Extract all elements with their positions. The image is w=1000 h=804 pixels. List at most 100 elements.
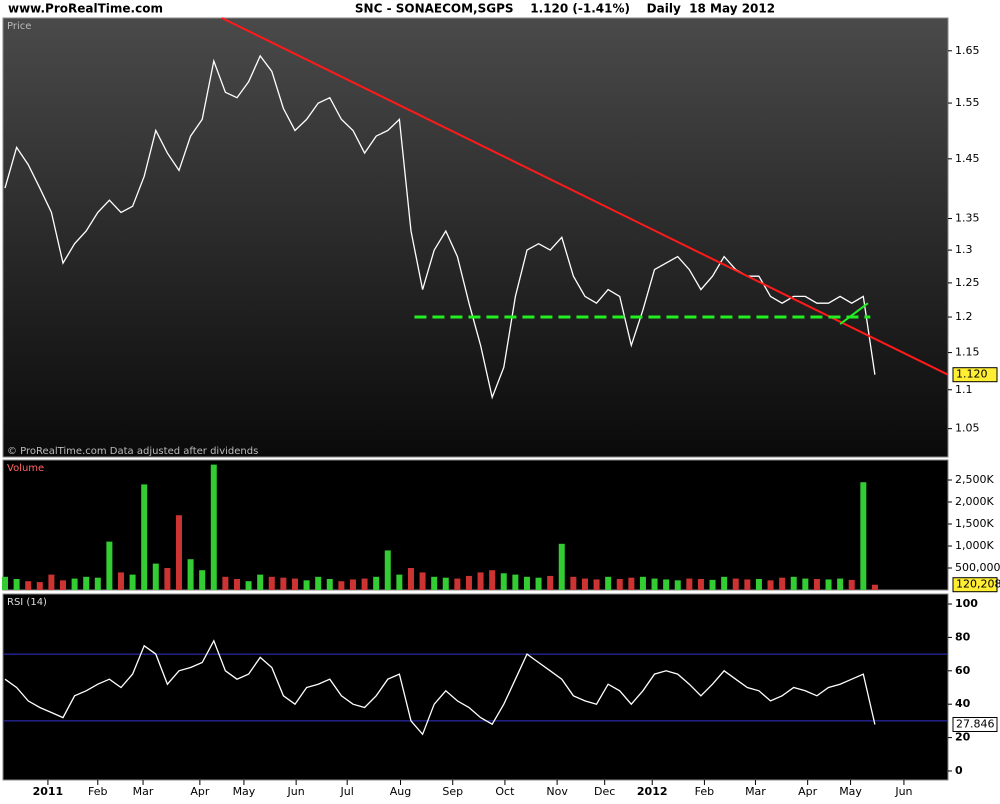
x-tick-label: May <box>233 785 256 798</box>
volume-bar <box>13 579 20 590</box>
volume-bar <box>523 576 530 590</box>
price-panel <box>2 17 949 458</box>
volume-bar <box>767 580 774 590</box>
y-tick-label: 1.05 <box>955 422 980 435</box>
volume-bar <box>164 568 171 590</box>
volume-bar <box>779 577 786 590</box>
volume-bar <box>755 579 762 590</box>
x-tick-label: Feb <box>695 785 714 798</box>
last-value-label: 27.846 <box>956 717 995 730</box>
volume-bar <box>187 559 194 590</box>
y-tick-label: 0 <box>955 764 963 777</box>
volume-bar <box>848 579 855 590</box>
volume-bar <box>605 576 612 590</box>
volume-bar <box>338 581 345 590</box>
volume-bar <box>25 581 32 590</box>
volume-bar <box>860 482 867 590</box>
rsi-panel <box>2 593 949 781</box>
x-tick-label: Aug <box>390 785 411 798</box>
volume-bar <box>257 574 264 590</box>
volume-bar <box>361 578 368 590</box>
volume-bar <box>837 578 844 590</box>
volume-bar <box>477 572 484 590</box>
x-tick-label: Apr <box>798 785 818 798</box>
volume-bar <box>535 577 542 590</box>
volume-bar <box>790 576 797 590</box>
volume-bar <box>407 568 414 590</box>
volume-bar <box>210 464 217 590</box>
y-tick-label: 1.45 <box>955 152 980 165</box>
volume-bar <box>396 574 403 590</box>
y-tick-label: 1.55 <box>955 96 980 109</box>
volume-panel <box>2 459 949 591</box>
x-tick-label: Apr <box>190 785 210 798</box>
last-value-label: 1.120 <box>956 368 988 381</box>
volume-bar <box>36 582 43 590</box>
y-tick-label: 100 <box>955 597 978 610</box>
volume-bar <box>500 573 507 590</box>
volume-bar <box>233 579 240 590</box>
y-tick-label: 1,500K <box>955 517 994 530</box>
x-tick-label: Oct <box>495 785 515 798</box>
x-tick-label: Jun <box>287 785 305 798</box>
volume-bar <box>465 575 472 590</box>
volume-bar <box>83 576 90 590</box>
y-tick-label: 20 <box>955 731 971 744</box>
volume-bar <box>175 515 182 590</box>
volume-bar <box>663 579 670 590</box>
volume-bar <box>303 580 310 590</box>
volume-bar <box>616 579 623 590</box>
volume-bar <box>431 576 438 590</box>
last-value-box <box>952 716 998 732</box>
x-tick-label: Feb <box>88 785 107 798</box>
volume-bar <box>639 576 646 590</box>
volume-bar <box>581 578 588 590</box>
volume-bar <box>442 577 449 590</box>
y-tick-label: 1.2 <box>955 310 973 323</box>
volume-bar <box>813 579 820 590</box>
volume-bar <box>744 579 751 590</box>
volume-bar <box>222 576 229 590</box>
x-tick-label: Nov <box>546 785 568 798</box>
volume-bar <box>106 541 113 590</box>
volume-bar <box>71 578 78 590</box>
y-tick-label: 2,000K <box>955 495 994 508</box>
last-value-label: 120,208 <box>956 578 1000 591</box>
volume-bar <box>384 550 391 590</box>
x-tick-label: Jul <box>340 785 354 798</box>
volume-bar <box>825 579 832 590</box>
volume-bar <box>512 574 519 590</box>
footer-note: © ProRealTime.com Data adjusted after di… <box>7 446 258 457</box>
y-tick-label: 1.1 <box>955 383 973 396</box>
volume-bar <box>721 576 728 590</box>
volume-bar <box>48 574 55 590</box>
instrument-title: SNC - SONAECOM,SGPS 1.120 (-1.41%) Daily… <box>355 2 775 16</box>
volume-bar <box>117 572 124 590</box>
y-tick-label: 60 <box>955 664 971 677</box>
volume-bar <box>349 579 356 590</box>
panel-label: Volume <box>7 463 44 474</box>
volume-bar <box>315 576 322 590</box>
y-tick-label: 1.35 <box>955 212 980 225</box>
y-tick-label: 500,000 <box>955 561 1000 574</box>
volume-bar <box>558 543 565 590</box>
volume-bar <box>245 581 252 590</box>
panel-label: RSI (14) <box>7 597 47 608</box>
volume-bar <box>674 580 681 590</box>
y-tick-label: 1.3 <box>955 243 973 256</box>
volume-bar <box>628 577 635 590</box>
x-tick-label: 2011 <box>33 785 64 798</box>
x-tick-label: Mar <box>745 785 766 798</box>
volume-bar <box>291 578 298 590</box>
volume-bar <box>373 576 380 590</box>
last-value-box <box>952 367 998 383</box>
volume-bar <box>871 584 878 590</box>
volume-bar <box>732 578 739 590</box>
volume-bar <box>593 579 600 590</box>
x-tick-label: Dec <box>594 785 615 798</box>
y-tick-label: 80 <box>955 630 971 643</box>
volume-bar <box>141 484 148 590</box>
x-tick-label: Jun <box>894 785 912 798</box>
